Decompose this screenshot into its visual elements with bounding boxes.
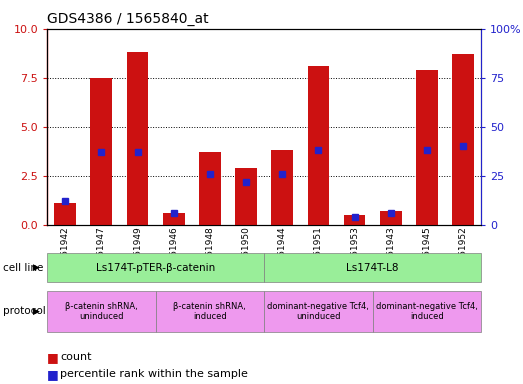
Text: protocol: protocol xyxy=(3,306,46,316)
Text: dominant-negative Tcf4,
induced: dominant-negative Tcf4, induced xyxy=(376,302,478,321)
Text: cell line: cell line xyxy=(3,263,43,273)
Bar xyxy=(127,52,149,225)
Text: Ls174T-L8: Ls174T-L8 xyxy=(346,263,399,273)
Bar xyxy=(271,150,293,225)
Bar xyxy=(308,66,329,225)
Bar xyxy=(163,213,185,225)
Text: dominant-negative Tcf4,
uninduced: dominant-negative Tcf4, uninduced xyxy=(267,302,369,321)
Bar xyxy=(235,168,257,225)
Text: ■: ■ xyxy=(47,368,59,381)
Bar xyxy=(380,211,402,225)
Text: percentile rank within the sample: percentile rank within the sample xyxy=(60,369,248,379)
Bar xyxy=(199,152,221,225)
Bar xyxy=(54,203,76,225)
Bar xyxy=(416,70,438,225)
Text: Ls174T-pTER-β-catenin: Ls174T-pTER-β-catenin xyxy=(96,263,215,273)
Text: β-catenin shRNA,
induced: β-catenin shRNA, induced xyxy=(174,302,246,321)
Text: ▶: ▶ xyxy=(33,307,40,316)
Bar xyxy=(90,78,112,225)
Text: β-catenin shRNA,
uninduced: β-catenin shRNA, uninduced xyxy=(65,302,138,321)
Text: count: count xyxy=(60,352,92,362)
Text: ■: ■ xyxy=(47,351,59,364)
Text: GDS4386 / 1565840_at: GDS4386 / 1565840_at xyxy=(47,12,209,25)
Text: ▶: ▶ xyxy=(33,263,40,272)
Bar xyxy=(452,54,474,225)
Bar xyxy=(344,215,366,225)
